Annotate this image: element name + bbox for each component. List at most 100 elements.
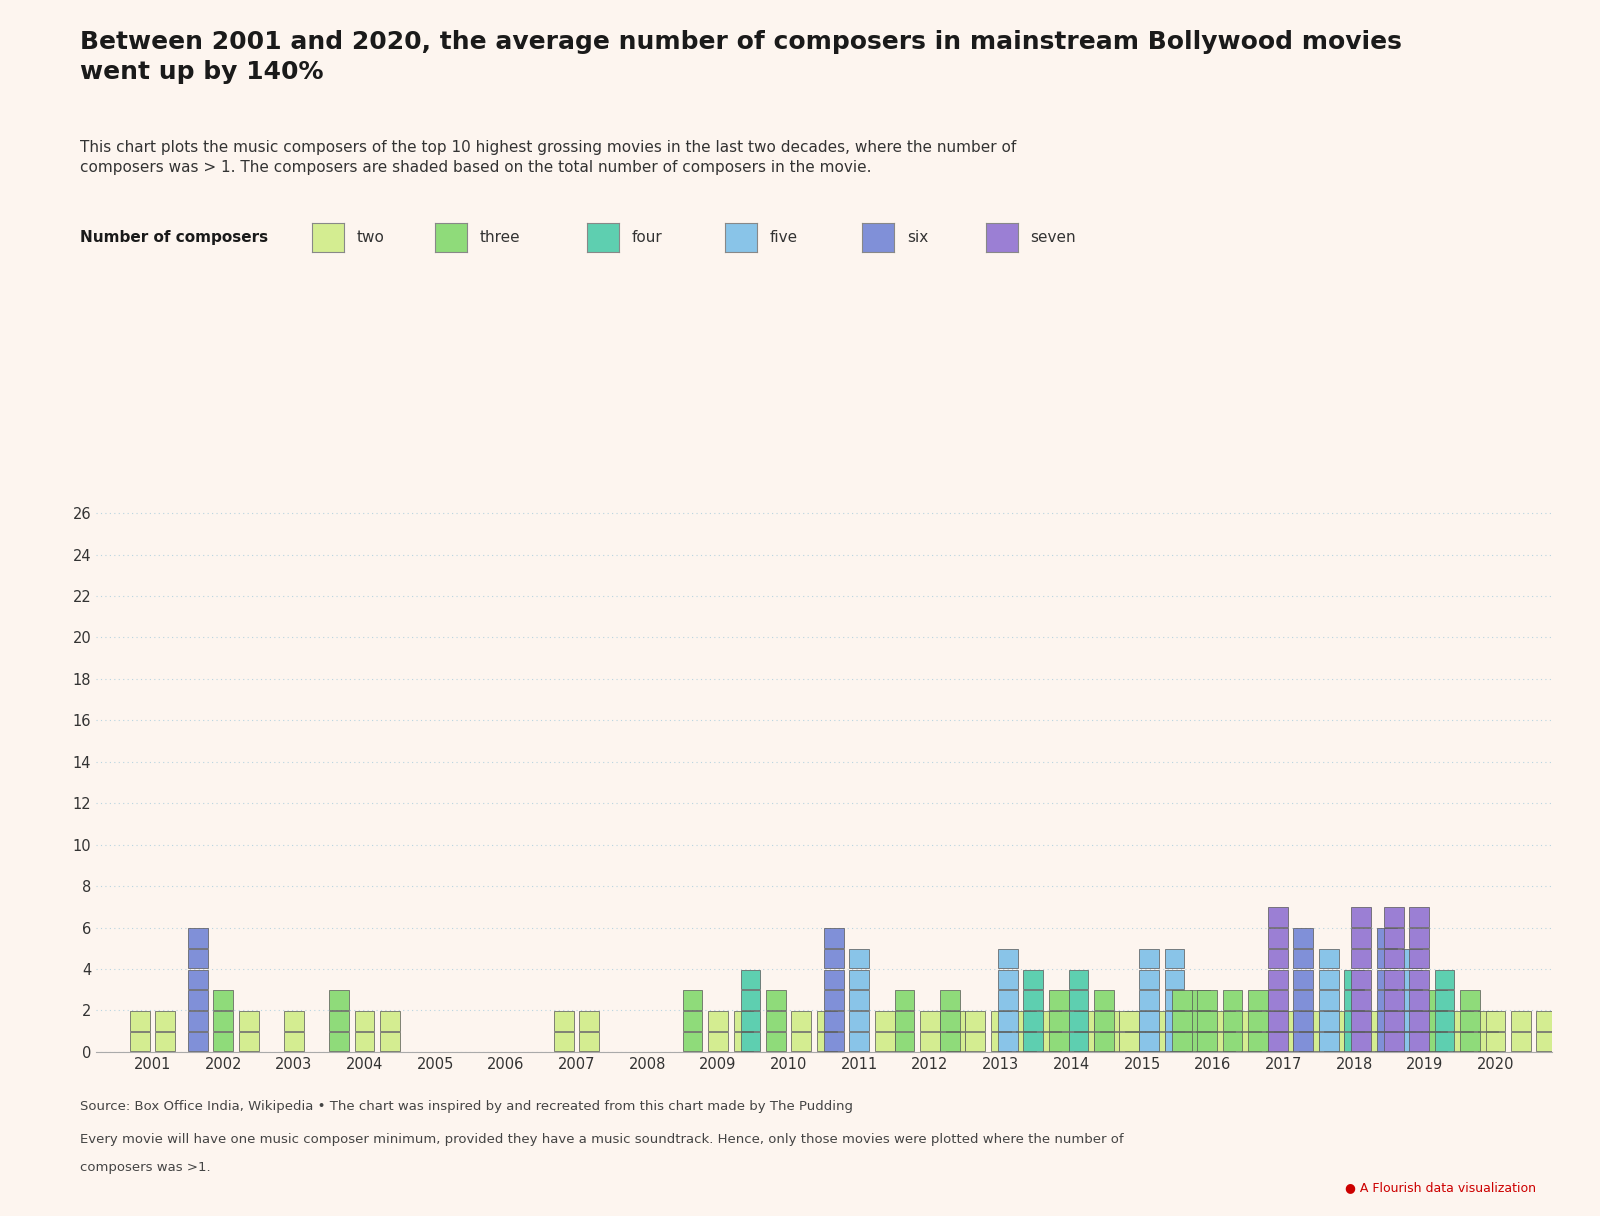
Bar [1384, 990, 1403, 1009]
Bar [1069, 1031, 1088, 1051]
Bar [894, 990, 915, 1009]
Bar [1165, 1010, 1184, 1030]
Bar [766, 990, 786, 1009]
Bar [1094, 990, 1114, 1009]
Bar [741, 990, 760, 1009]
Bar [1384, 969, 1403, 989]
Text: five: five [770, 230, 798, 244]
Bar [579, 1010, 600, 1030]
Bar [1299, 1031, 1318, 1051]
Bar [824, 969, 843, 989]
Bar [1139, 969, 1158, 989]
Bar [818, 1010, 837, 1030]
Bar [1069, 990, 1088, 1009]
Bar [1427, 990, 1448, 1009]
Bar [946, 1010, 965, 1030]
Bar [285, 1010, 304, 1030]
Text: three: three [480, 230, 520, 244]
Bar [1478, 1031, 1498, 1051]
Bar [238, 1010, 259, 1030]
Bar [875, 1010, 894, 1030]
Bar [1536, 1031, 1557, 1051]
Bar [1125, 1010, 1146, 1030]
Bar [1042, 1010, 1061, 1030]
Bar [1293, 990, 1314, 1009]
Bar [733, 1031, 754, 1051]
Bar [554, 1031, 574, 1051]
Bar [1376, 969, 1397, 989]
Bar [1120, 1010, 1139, 1030]
Bar [1293, 1010, 1314, 1030]
Bar [1344, 1031, 1363, 1051]
Text: six: six [907, 230, 928, 244]
Bar [965, 1010, 986, 1030]
Bar [1352, 1031, 1371, 1051]
Bar [920, 1010, 939, 1030]
Bar [683, 1031, 702, 1051]
Bar [1293, 928, 1314, 947]
Bar [213, 1010, 234, 1030]
Bar [330, 1010, 349, 1030]
Bar [213, 990, 234, 1009]
Bar [130, 1010, 150, 1030]
Bar [850, 969, 869, 989]
Bar [741, 1031, 760, 1051]
Bar [1435, 1010, 1454, 1030]
Bar [1048, 1010, 1069, 1030]
Bar [187, 969, 208, 989]
Bar [1510, 1031, 1531, 1051]
Bar [1190, 1010, 1210, 1030]
Bar [1074, 1010, 1094, 1030]
Bar [1352, 928, 1371, 947]
Bar [1410, 1010, 1429, 1030]
Bar [792, 1031, 811, 1051]
Bar [1384, 1031, 1403, 1051]
Bar [1384, 1010, 1403, 1030]
Bar [998, 990, 1018, 1009]
Bar [1165, 990, 1184, 1009]
Bar [1267, 907, 1288, 927]
Bar [1197, 1010, 1218, 1030]
Bar [579, 1031, 600, 1051]
Bar [1410, 1031, 1429, 1051]
Bar [1197, 990, 1218, 1009]
Bar [1165, 948, 1184, 968]
Bar [1099, 1031, 1120, 1051]
Bar [1216, 1031, 1235, 1051]
Bar [1376, 1010, 1397, 1030]
Bar [792, 1010, 811, 1030]
Bar [1376, 1031, 1397, 1051]
Bar [381, 1010, 400, 1030]
Bar [285, 1031, 304, 1051]
Bar [1562, 1031, 1582, 1051]
Bar [1461, 990, 1480, 1009]
Bar [1410, 969, 1429, 989]
Bar [946, 1031, 965, 1051]
Bar [741, 969, 760, 989]
Bar [1352, 969, 1371, 989]
Bar [1170, 1010, 1190, 1030]
Bar [818, 1031, 837, 1051]
Bar [1376, 1010, 1395, 1030]
Bar [1376, 990, 1397, 1009]
Bar [1024, 1010, 1043, 1030]
Bar [1318, 990, 1339, 1009]
Bar [1344, 969, 1363, 989]
Bar [1427, 1010, 1448, 1030]
Bar [213, 1031, 234, 1051]
Bar [998, 969, 1018, 989]
Bar [1222, 990, 1243, 1009]
Bar [1318, 1010, 1339, 1030]
Text: Number of composers: Number of composers [80, 230, 269, 244]
Text: two: two [357, 230, 384, 244]
Bar [1195, 1031, 1216, 1051]
Bar [1069, 969, 1088, 989]
Bar [824, 1010, 843, 1030]
Bar [1370, 1031, 1389, 1051]
Bar [1139, 990, 1158, 1009]
Bar [939, 1010, 960, 1030]
Bar [1587, 1010, 1600, 1030]
Bar [939, 1031, 960, 1051]
Bar [1402, 948, 1422, 968]
Bar [824, 1031, 843, 1051]
